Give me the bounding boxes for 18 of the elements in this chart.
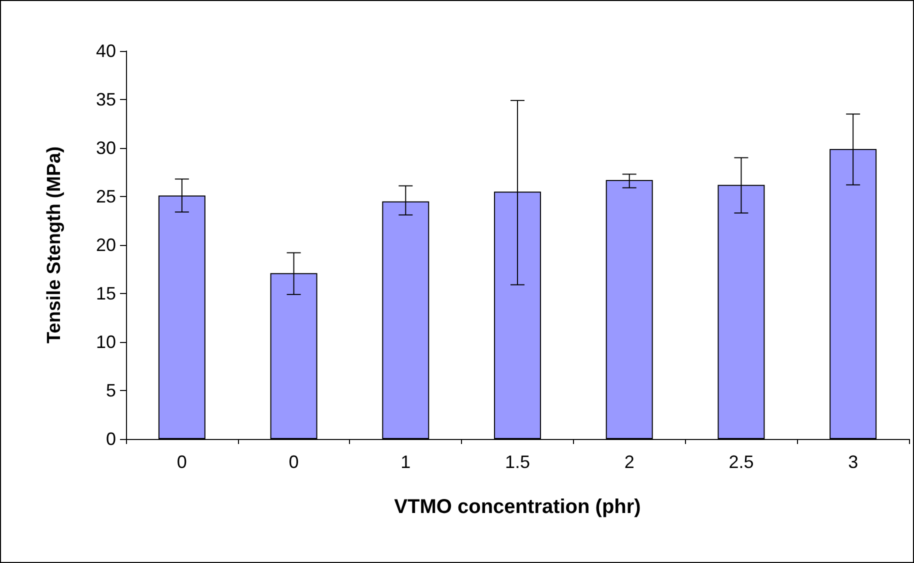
x-tick-label: 2.5 <box>728 452 754 472</box>
x-tick-label: 1.5 <box>504 452 530 472</box>
x-tick-label: 0 <box>176 452 187 472</box>
y-tick-label: 40 <box>96 41 116 61</box>
x-tick-label: 1 <box>400 452 411 472</box>
y-tick-label: 30 <box>96 138 116 158</box>
y-tick-label: 25 <box>96 186 116 206</box>
y-axis-title: Tensile Stength (MPa) <box>44 146 65 344</box>
y-tick-label: 10 <box>96 332 116 352</box>
y-tick-label: 15 <box>96 284 116 304</box>
x-tick-label: 3 <box>848 452 858 472</box>
x-tick-label: 0 <box>288 452 299 472</box>
y-tick-label: 35 <box>96 90 116 110</box>
y-tick-label: 5 <box>106 380 116 400</box>
y-tick-label: 0 <box>106 429 116 449</box>
x-axis-title: VTMO concentration (phr) <box>394 496 641 518</box>
y-tick-label: 20 <box>96 235 116 255</box>
x-tick-label: 2 <box>624 452 634 472</box>
